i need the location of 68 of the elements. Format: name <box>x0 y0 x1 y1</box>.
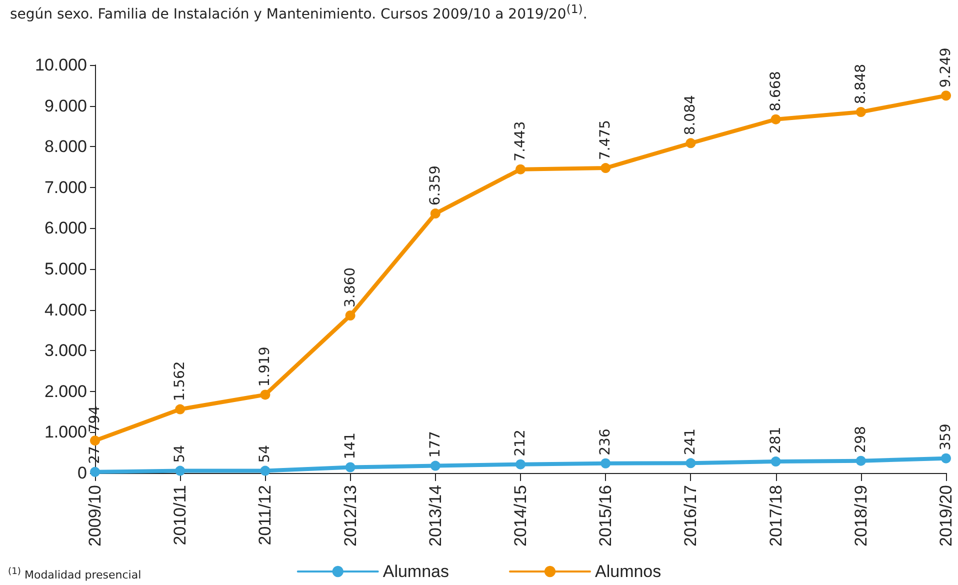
point <box>856 456 866 466</box>
x-tick-label: 2014/15 <box>511 485 530 546</box>
x-tick-label: 2016/17 <box>681 485 700 546</box>
point <box>90 466 100 477</box>
x-tick-label: 2018/19 <box>851 485 870 546</box>
point <box>516 164 526 174</box>
data-label: 9.249 <box>938 48 954 88</box>
data-label: 212 <box>512 430 528 456</box>
point <box>90 436 100 446</box>
data-label: 281 <box>768 426 784 454</box>
point <box>345 310 356 321</box>
point <box>516 459 526 470</box>
chart-title: según sexo. Familia de Instalación y Mantenimiento. Cursos 2009/10 a 2019/20$^{(1)}$. <box>10 2 588 23</box>
y-tick-label: 4.000 <box>44 300 87 320</box>
point <box>856 107 866 117</box>
point <box>686 458 696 468</box>
data-label: 8.668 <box>768 71 784 112</box>
data-label: 1.919 <box>257 346 274 387</box>
x-tick-label: 2012/13 <box>340 485 360 546</box>
x-tick-label: 2017/18 <box>766 485 786 546</box>
point <box>345 462 356 472</box>
data-label: 298 <box>852 426 869 453</box>
data-label: 54 <box>257 444 274 463</box>
x-tick-label: 2013/14 <box>426 485 445 546</box>
y-tick-label: 0 <box>78 464 87 482</box>
data-label: 236 <box>598 428 614 456</box>
data-label: 141 <box>342 432 358 460</box>
point <box>260 390 270 400</box>
data-label: 54 <box>172 444 188 463</box>
y-tick-label: 6.000 <box>44 218 87 238</box>
point <box>686 138 696 148</box>
y-tick-label: 8.000 <box>44 137 87 156</box>
legend-label: Alumnos <box>595 562 662 581</box>
data-label: 241 <box>682 428 699 456</box>
y-tick-label: 2.000 <box>44 382 87 401</box>
point <box>260 466 270 476</box>
point <box>600 163 611 174</box>
data-label: 359 <box>938 424 954 450</box>
data-label: 7.443 <box>512 121 528 162</box>
legend-label: Alumnas <box>382 562 449 581</box>
point <box>175 466 186 476</box>
y-tick-label: 1.000 <box>44 422 87 442</box>
data-label: 8.848 <box>852 64 869 104</box>
x-tick-label: 2009/10 <box>86 485 104 546</box>
y-tick-label: 9.000 <box>44 96 87 116</box>
point <box>941 453 951 464</box>
y-tick-label: 3.000 <box>44 341 87 360</box>
data-label: 8.084 <box>682 95 699 136</box>
data-label: 1.562 <box>172 361 188 402</box>
y-tick-label: 5.000 <box>44 260 87 278</box>
data-label: 6.359 <box>427 165 444 206</box>
data-label: 3.860 <box>342 267 358 308</box>
point <box>430 460 440 471</box>
text: $^{(1)}$ Modalidad presencial <box>8 566 142 582</box>
point <box>770 456 781 467</box>
point <box>600 458 611 468</box>
x-tick-label: 2011/12 <box>256 485 275 546</box>
y-tick-label: 10.000 <box>35 56 87 74</box>
y-tick-label: 7.000 <box>44 178 87 197</box>
x-tick-label: 2010/11 <box>170 485 190 546</box>
x-tick-label: 2015/16 <box>596 485 616 546</box>
x-tick-label: 2019/20 <box>936 485 956 546</box>
point <box>941 90 951 101</box>
point <box>175 404 186 414</box>
data-label: 177 <box>427 431 444 458</box>
data-label: 7.475 <box>598 120 614 160</box>
point <box>430 208 440 219</box>
point <box>770 114 781 124</box>
